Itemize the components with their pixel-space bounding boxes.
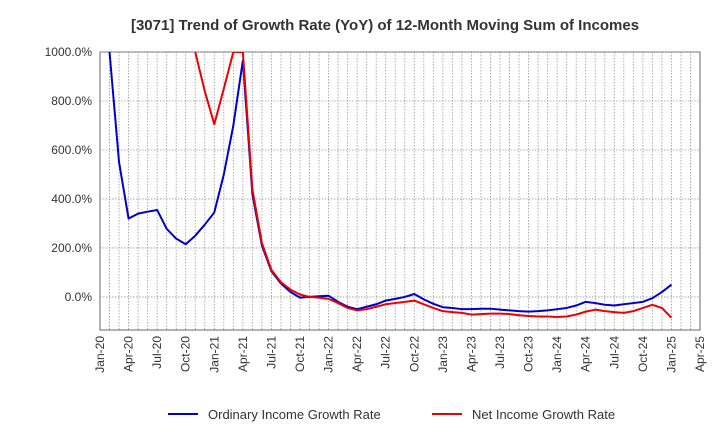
x-tick-label: Jan-22 xyxy=(322,336,336,373)
x-axis-tick-labels: Jan-20 Apr-20 Jul-20 Oct-20 Jan-21 Apr-21 Jul-… xyxy=(93,336,707,373)
x-tick-label: Jan-20 xyxy=(93,336,107,373)
x-tick-label: Apr-25 xyxy=(693,336,707,372)
x-tick-label: Apr-23 xyxy=(464,336,478,372)
x-tick-label: Apr-24 xyxy=(579,336,593,372)
x-tick-label: Jan-21 xyxy=(207,336,221,373)
chart-title: [3071] Trend of Growth Rate (YoY) of 12-… xyxy=(131,17,639,34)
x-tick-label: Jul-23 xyxy=(493,336,507,369)
x-tick-label: Jan-25 xyxy=(664,336,678,373)
x-tick-label: Oct-22 xyxy=(407,336,421,372)
x-tick-label: Oct-23 xyxy=(522,336,536,372)
x-tick-label: Apr-22 xyxy=(350,336,364,372)
y-tick-label: 800.0% xyxy=(51,94,92,108)
x-tick-label: Jan-23 xyxy=(436,336,450,373)
x-tick-label: Jul-22 xyxy=(379,336,393,369)
y-tick-label: 600.0% xyxy=(51,143,92,157)
x-tick-label: Oct-21 xyxy=(293,336,307,372)
x-tick-label: Oct-20 xyxy=(179,336,193,372)
plot-frame xyxy=(99,51,701,331)
x-tick-label: Jan-24 xyxy=(550,336,564,373)
series-line-2 xyxy=(194,52,673,319)
y-gridlines xyxy=(100,51,700,298)
legend: Ordinary Income Growth Rate Net Income Gr… xyxy=(168,407,615,422)
x-gridlines xyxy=(109,52,691,330)
x-tick-label: Apr-21 xyxy=(236,336,250,372)
legend-label: Ordinary Income Growth Rate xyxy=(208,407,381,422)
x-tick-label: Jul-20 xyxy=(150,336,164,369)
y-tick-label: 400.0% xyxy=(51,192,92,206)
x-tick-label: Jul-21 xyxy=(264,336,278,369)
y-tick-label: 200.0% xyxy=(51,241,92,255)
y-tick-label: 0.0% xyxy=(65,290,93,304)
x-tick-label: Oct-24 xyxy=(636,336,650,372)
y-axis-tick-labels: 1000.0% 800.0% 600.0% 400.0% 200.0% 0.0% xyxy=(45,45,93,304)
series-line-1 xyxy=(108,52,673,313)
x-tick-label: Apr-20 xyxy=(122,336,136,372)
legend-label: Net Income Growth Rate xyxy=(472,407,615,422)
series-lines xyxy=(108,52,673,319)
x-tick-label: Jul-24 xyxy=(607,336,621,369)
plot-area xyxy=(99,51,701,331)
y-tick-label: 1000.0% xyxy=(45,45,93,59)
